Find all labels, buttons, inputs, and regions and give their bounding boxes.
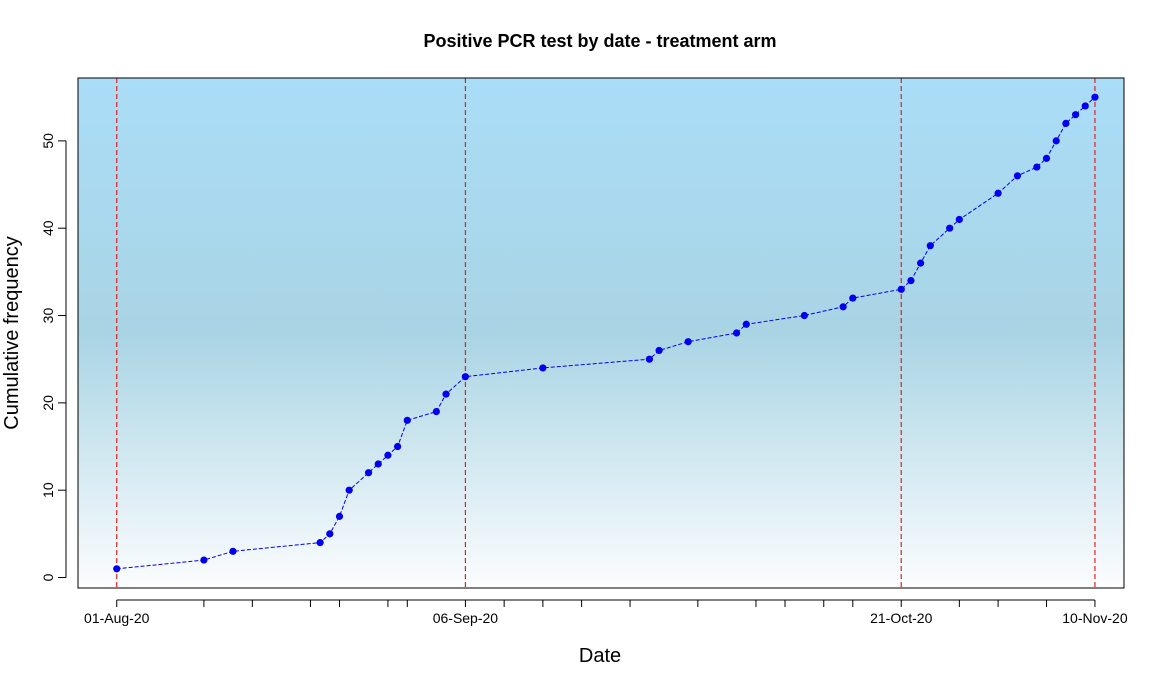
data-point xyxy=(849,294,857,302)
y-tick-label: 10 xyxy=(40,482,56,498)
x-axis-label: Date xyxy=(579,645,621,667)
data-point xyxy=(645,355,654,363)
data-point xyxy=(955,215,963,224)
data-point xyxy=(442,390,450,398)
y-tick-label: 20 xyxy=(40,395,56,411)
data-point xyxy=(917,259,925,267)
data-point xyxy=(200,556,208,564)
data-point xyxy=(1081,102,1089,110)
data-point xyxy=(800,311,808,320)
data-point xyxy=(684,338,692,346)
data-point xyxy=(113,565,121,573)
x-tick-label: 06-Sep-20 xyxy=(433,610,499,626)
data-point xyxy=(1013,172,1022,180)
data-point xyxy=(345,486,353,494)
y-tick-label: 0 xyxy=(40,573,56,581)
x-tick-label: 01-Aug-20 xyxy=(84,610,150,626)
data-point xyxy=(326,530,334,538)
data-point xyxy=(403,416,411,424)
data-point xyxy=(374,460,382,468)
data-point xyxy=(1062,119,1070,128)
y-axis: 0 10 20 30 40 50 xyxy=(40,133,67,581)
data-point xyxy=(1033,163,1041,171)
data-point xyxy=(655,346,663,355)
x-tick-label: 10-Nov-20 xyxy=(1062,610,1128,626)
data-point xyxy=(1052,137,1060,145)
x-tick-label: 21-Oct-20 xyxy=(870,610,932,626)
data-point xyxy=(926,242,934,250)
data-point xyxy=(742,320,750,328)
data-point xyxy=(946,224,954,232)
data-point xyxy=(539,364,547,372)
data-point xyxy=(897,285,905,293)
plot-background xyxy=(78,78,1124,588)
x-axis: 01-Aug-20 06-Sep-20 21-Oct-20 10-Nov-20 xyxy=(84,599,1128,626)
data-point xyxy=(1091,93,1099,101)
data-point xyxy=(335,512,344,520)
y-tick-label: 40 xyxy=(40,220,56,236)
data-point xyxy=(461,373,470,381)
data-point xyxy=(907,277,915,285)
data-point xyxy=(394,442,402,451)
data-point xyxy=(364,469,373,477)
data-point xyxy=(732,329,741,337)
data-point xyxy=(1071,111,1080,119)
data-point xyxy=(994,189,1002,197)
y-tick-label: 30 xyxy=(40,308,56,324)
data-point xyxy=(1042,154,1051,162)
data-point xyxy=(384,451,392,459)
data-point xyxy=(316,538,324,547)
data-point xyxy=(839,303,847,311)
data-point xyxy=(432,407,440,416)
y-tick-label: 50 xyxy=(40,133,56,149)
plot-border xyxy=(77,77,1125,589)
data-point xyxy=(229,547,237,555)
chart-title: Positive PCR test by date - treatment ar… xyxy=(423,31,776,51)
reference-lines xyxy=(116,78,1096,588)
series-group xyxy=(113,93,1099,573)
y-axis-label: Cumulative frequency xyxy=(1,236,23,429)
